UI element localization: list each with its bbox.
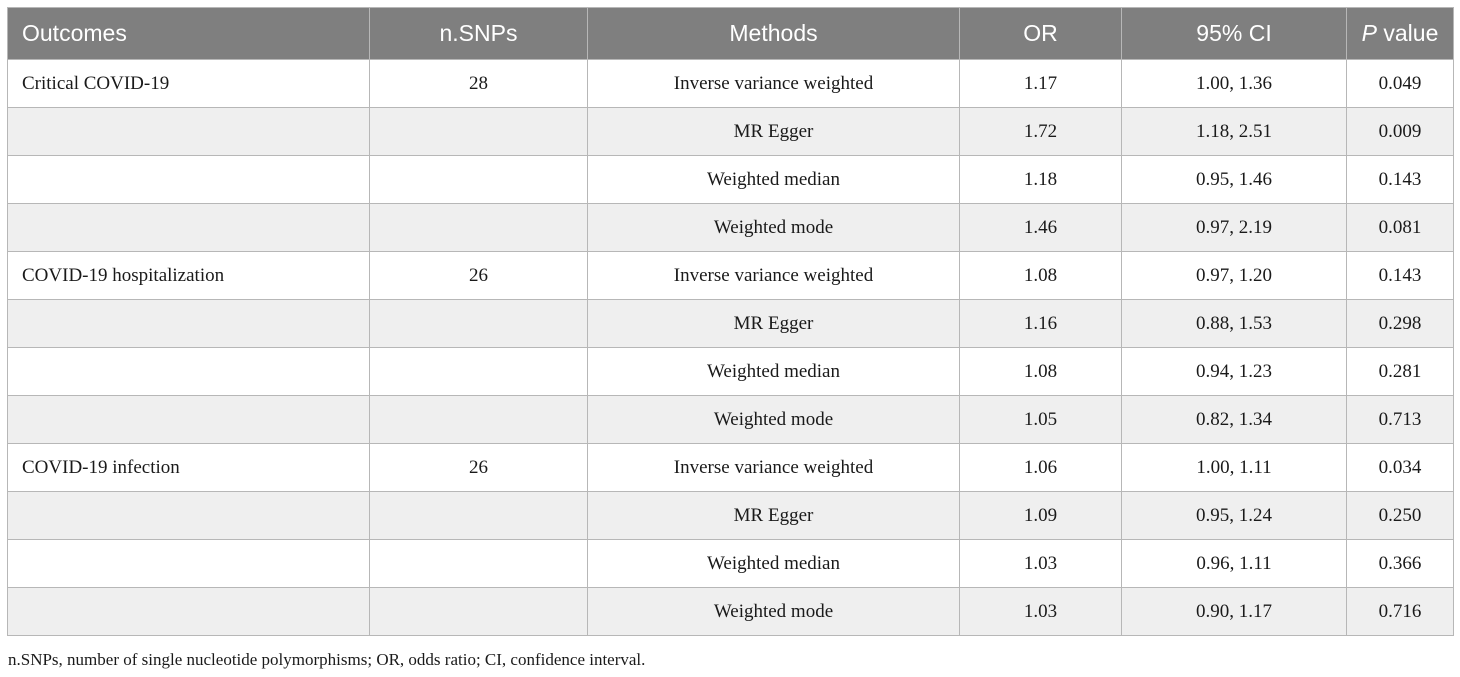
cell-method: Weighted mode (587, 587, 960, 636)
cell-nsnps (369, 155, 588, 204)
cell-p-value: 0.298 (1346, 299, 1454, 348)
cell-nsnps (369, 347, 588, 396)
cell-outcome (7, 587, 370, 636)
cell-or: 1.06 (959, 443, 1122, 492)
header-nsnps: n.SNPs (369, 7, 588, 60)
table-row: MR Egger 1.72 1.18, 2.51 0.009 (7, 107, 1454, 156)
cell-nsnps (369, 539, 588, 588)
header-ci: 95% CI (1121, 7, 1347, 60)
cell-or: 1.03 (959, 539, 1122, 588)
cell-method: Weighted median (587, 539, 960, 588)
cell-or: 1.18 (959, 155, 1122, 204)
cell-nsnps (369, 395, 588, 444)
cell-nsnps: 28 (369, 59, 588, 108)
cell-nsnps (369, 587, 588, 636)
table-body: Critical COVID-19 28 Inverse variance weig… (7, 59, 1454, 636)
table-row: COVID-19 hospitalization 26 Inverse varian… (7, 251, 1454, 300)
cell-nsnps: 26 (369, 443, 588, 492)
cell-or: 1.09 (959, 491, 1122, 540)
table-row: Weighted median 1.08 0.94, 1.23 0.281 (7, 347, 1454, 396)
cell-method: MR Egger (587, 299, 960, 348)
cell-or: 1.72 (959, 107, 1122, 156)
header-p-italic: P (1361, 20, 1377, 46)
cell-ci: 0.96, 1.11 (1121, 539, 1347, 588)
cell-ci: 0.90, 1.17 (1121, 587, 1347, 636)
cell-outcome (7, 395, 370, 444)
cell-nsnps (369, 203, 588, 252)
cell-method: Inverse variance weighted (587, 443, 960, 492)
cell-ci: 0.88, 1.53 (1121, 299, 1347, 348)
cell-ci: 1.00, 1.36 (1121, 59, 1347, 108)
cell-nsnps (369, 299, 588, 348)
table-row: Critical COVID-19 28 Inverse variance weig… (7, 59, 1454, 108)
cell-method: Inverse variance weighted (587, 59, 960, 108)
cell-nsnps (369, 107, 588, 156)
cell-ci: 0.97, 2.19 (1121, 203, 1347, 252)
cell-p-value: 0.716 (1346, 587, 1454, 636)
cell-method: Weighted mode (587, 203, 960, 252)
cell-p-value: 0.034 (1346, 443, 1454, 492)
cell-nsnps: 26 (369, 251, 588, 300)
table-row: Weighted mode 1.05 0.82, 1.34 0.713 (7, 395, 1454, 444)
cell-ci: 1.18, 2.51 (1121, 107, 1347, 156)
results-table-container: Outcomes n.SNPs Methods OR 95% CI P valu… (7, 7, 1454, 636)
cell-outcome (7, 203, 370, 252)
cell-method: Weighted median (587, 347, 960, 396)
cell-or: 1.17 (959, 59, 1122, 108)
cell-p-value: 0.143 (1346, 251, 1454, 300)
cell-p-value: 0.049 (1346, 59, 1454, 108)
results-table: Outcomes n.SNPs Methods OR 95% CI P valu… (7, 7, 1454, 636)
cell-outcome (7, 155, 370, 204)
cell-outcome (7, 491, 370, 540)
cell-or: 1.03 (959, 587, 1122, 636)
cell-or: 1.46 (959, 203, 1122, 252)
table-row: MR Egger 1.16 0.88, 1.53 0.298 (7, 299, 1454, 348)
header-p-value: P value (1346, 7, 1454, 60)
cell-ci: 0.82, 1.34 (1121, 395, 1347, 444)
cell-outcome (7, 347, 370, 396)
table-row: Weighted median 1.18 0.95, 1.46 0.143 (7, 155, 1454, 204)
cell-method: MR Egger (587, 107, 960, 156)
cell-p-value: 0.366 (1346, 539, 1454, 588)
cell-ci: 0.95, 1.46 (1121, 155, 1347, 204)
cell-outcome (7, 539, 370, 588)
cell-ci: 0.97, 1.20 (1121, 251, 1347, 300)
table-footnote: n.SNPs, number of single nucleotide poly… (8, 650, 646, 669)
cell-p-value: 0.143 (1346, 155, 1454, 204)
header-or: OR (959, 7, 1122, 60)
cell-p-value: 0.250 (1346, 491, 1454, 540)
cell-outcome (7, 107, 370, 156)
cell-method: MR Egger (587, 491, 960, 540)
cell-method: Weighted mode (587, 395, 960, 444)
cell-p-value: 0.713 (1346, 395, 1454, 444)
cell-method: Weighted median (587, 155, 960, 204)
cell-ci: 1.00, 1.11 (1121, 443, 1347, 492)
cell-outcome: COVID-19 infection (7, 443, 370, 492)
table-row: Weighted mode 1.46 0.97, 2.19 0.081 (7, 203, 1454, 252)
cell-or: 1.05 (959, 395, 1122, 444)
header-outcomes: Outcomes (7, 7, 370, 60)
cell-p-value: 0.281 (1346, 347, 1454, 396)
table-row: COVID-19 infection 26 Inverse variance wei… (7, 443, 1454, 492)
cell-p-value: 0.081 (1346, 203, 1454, 252)
cell-nsnps (369, 491, 588, 540)
cell-outcome: Critical COVID-19 (7, 59, 370, 108)
header-row: Outcomes n.SNPs Methods OR 95% CI P valu… (7, 7, 1454, 60)
table-row: Weighted mode 1.03 0.90, 1.17 0.716 (7, 587, 1454, 636)
cell-p-value: 0.009 (1346, 107, 1454, 156)
cell-or: 1.08 (959, 347, 1122, 396)
cell-or: 1.16 (959, 299, 1122, 348)
cell-or: 1.08 (959, 251, 1122, 300)
table-row: MR Egger 1.09 0.95, 1.24 0.250 (7, 491, 1454, 540)
cell-outcome: COVID-19 hospitalization (7, 251, 370, 300)
header-p-rest: value (1376, 20, 1439, 46)
header-methods: Methods (587, 7, 960, 60)
cell-method: Inverse variance weighted (587, 251, 960, 300)
cell-ci: 0.95, 1.24 (1121, 491, 1347, 540)
cell-ci: 0.94, 1.23 (1121, 347, 1347, 396)
cell-outcome (7, 299, 370, 348)
table-row: Weighted median 1.03 0.96, 1.11 0.366 (7, 539, 1454, 588)
